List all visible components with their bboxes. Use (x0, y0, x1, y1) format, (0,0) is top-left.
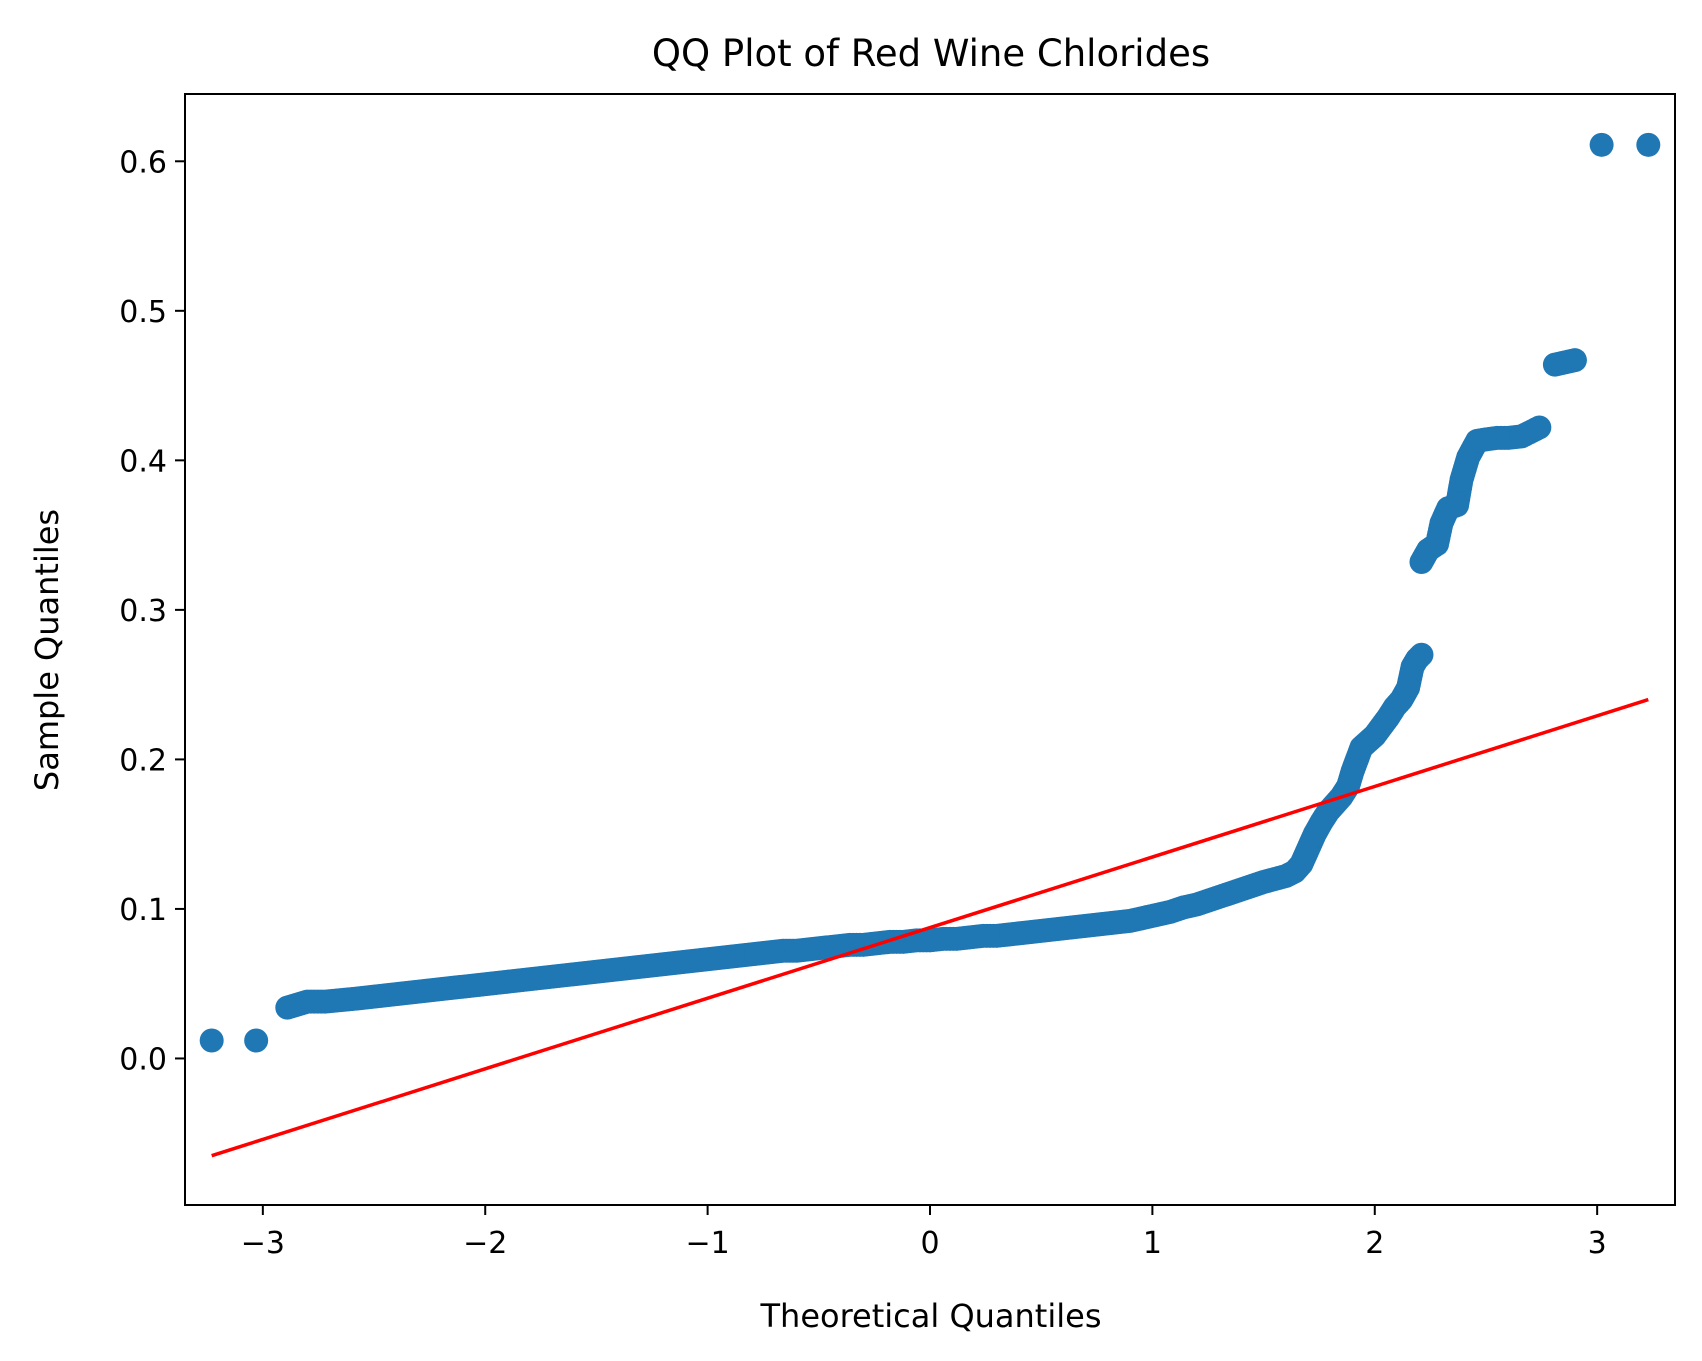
y-axis-ticks: 0.0 0.1 0.2 0.3 0.4 0.5 0.6 (119, 145, 185, 1077)
y-tick-label: 0.5 (119, 295, 167, 330)
scatter-point (1589, 132, 1614, 157)
scatter-point (1509, 424, 1534, 449)
chart-title: QQ Plot of Red Wine Chlorides (652, 32, 1210, 75)
scatter-point (1542, 352, 1567, 377)
x-axis-ticks: −3 −2 −1 0 1 2 3 (241, 1205, 1607, 1261)
y-axis-label: Sample Quantiles (28, 509, 66, 791)
y-tick-label: 0.0 (119, 1042, 167, 1077)
x-tick-label: 3 (1588, 1226, 1607, 1261)
x-tick-label: −3 (241, 1226, 285, 1261)
scatter-point (244, 1028, 269, 1053)
x-tick-label: 2 (1365, 1226, 1384, 1261)
x-tick-label: −2 (463, 1226, 507, 1261)
scatter-point (1449, 467, 1474, 492)
x-tick-label: 1 (1143, 1226, 1162, 1261)
scatter-point (1396, 675, 1421, 700)
reference-line-layer (211, 697, 1649, 1158)
x-tick-label: 0 (920, 1226, 939, 1261)
y-tick-label: 0.4 (119, 444, 167, 479)
reference-line (211, 697, 1649, 1158)
x-axis-label: Theoretical Quantiles (760, 1297, 1102, 1335)
scatter-point (1409, 642, 1434, 667)
scatter-point (1425, 532, 1450, 557)
scatter-point (1445, 493, 1470, 518)
scatter-point (275, 995, 300, 1020)
scatter-point (1562, 348, 1587, 373)
y-tick-label: 0.3 (119, 594, 167, 629)
scatter-points (199, 132, 1661, 1053)
x-tick-label: −1 (685, 1226, 729, 1261)
scatter-point (199, 1028, 224, 1053)
y-tick-label: 0.6 (119, 145, 167, 180)
y-tick-label: 0.1 (119, 893, 167, 928)
scatter-point (295, 989, 320, 1014)
plot-frame (184, 93, 1676, 1206)
scatter-point (1636, 132, 1661, 157)
scatter-point (1527, 415, 1552, 440)
y-tick-label: 0.2 (119, 743, 167, 778)
